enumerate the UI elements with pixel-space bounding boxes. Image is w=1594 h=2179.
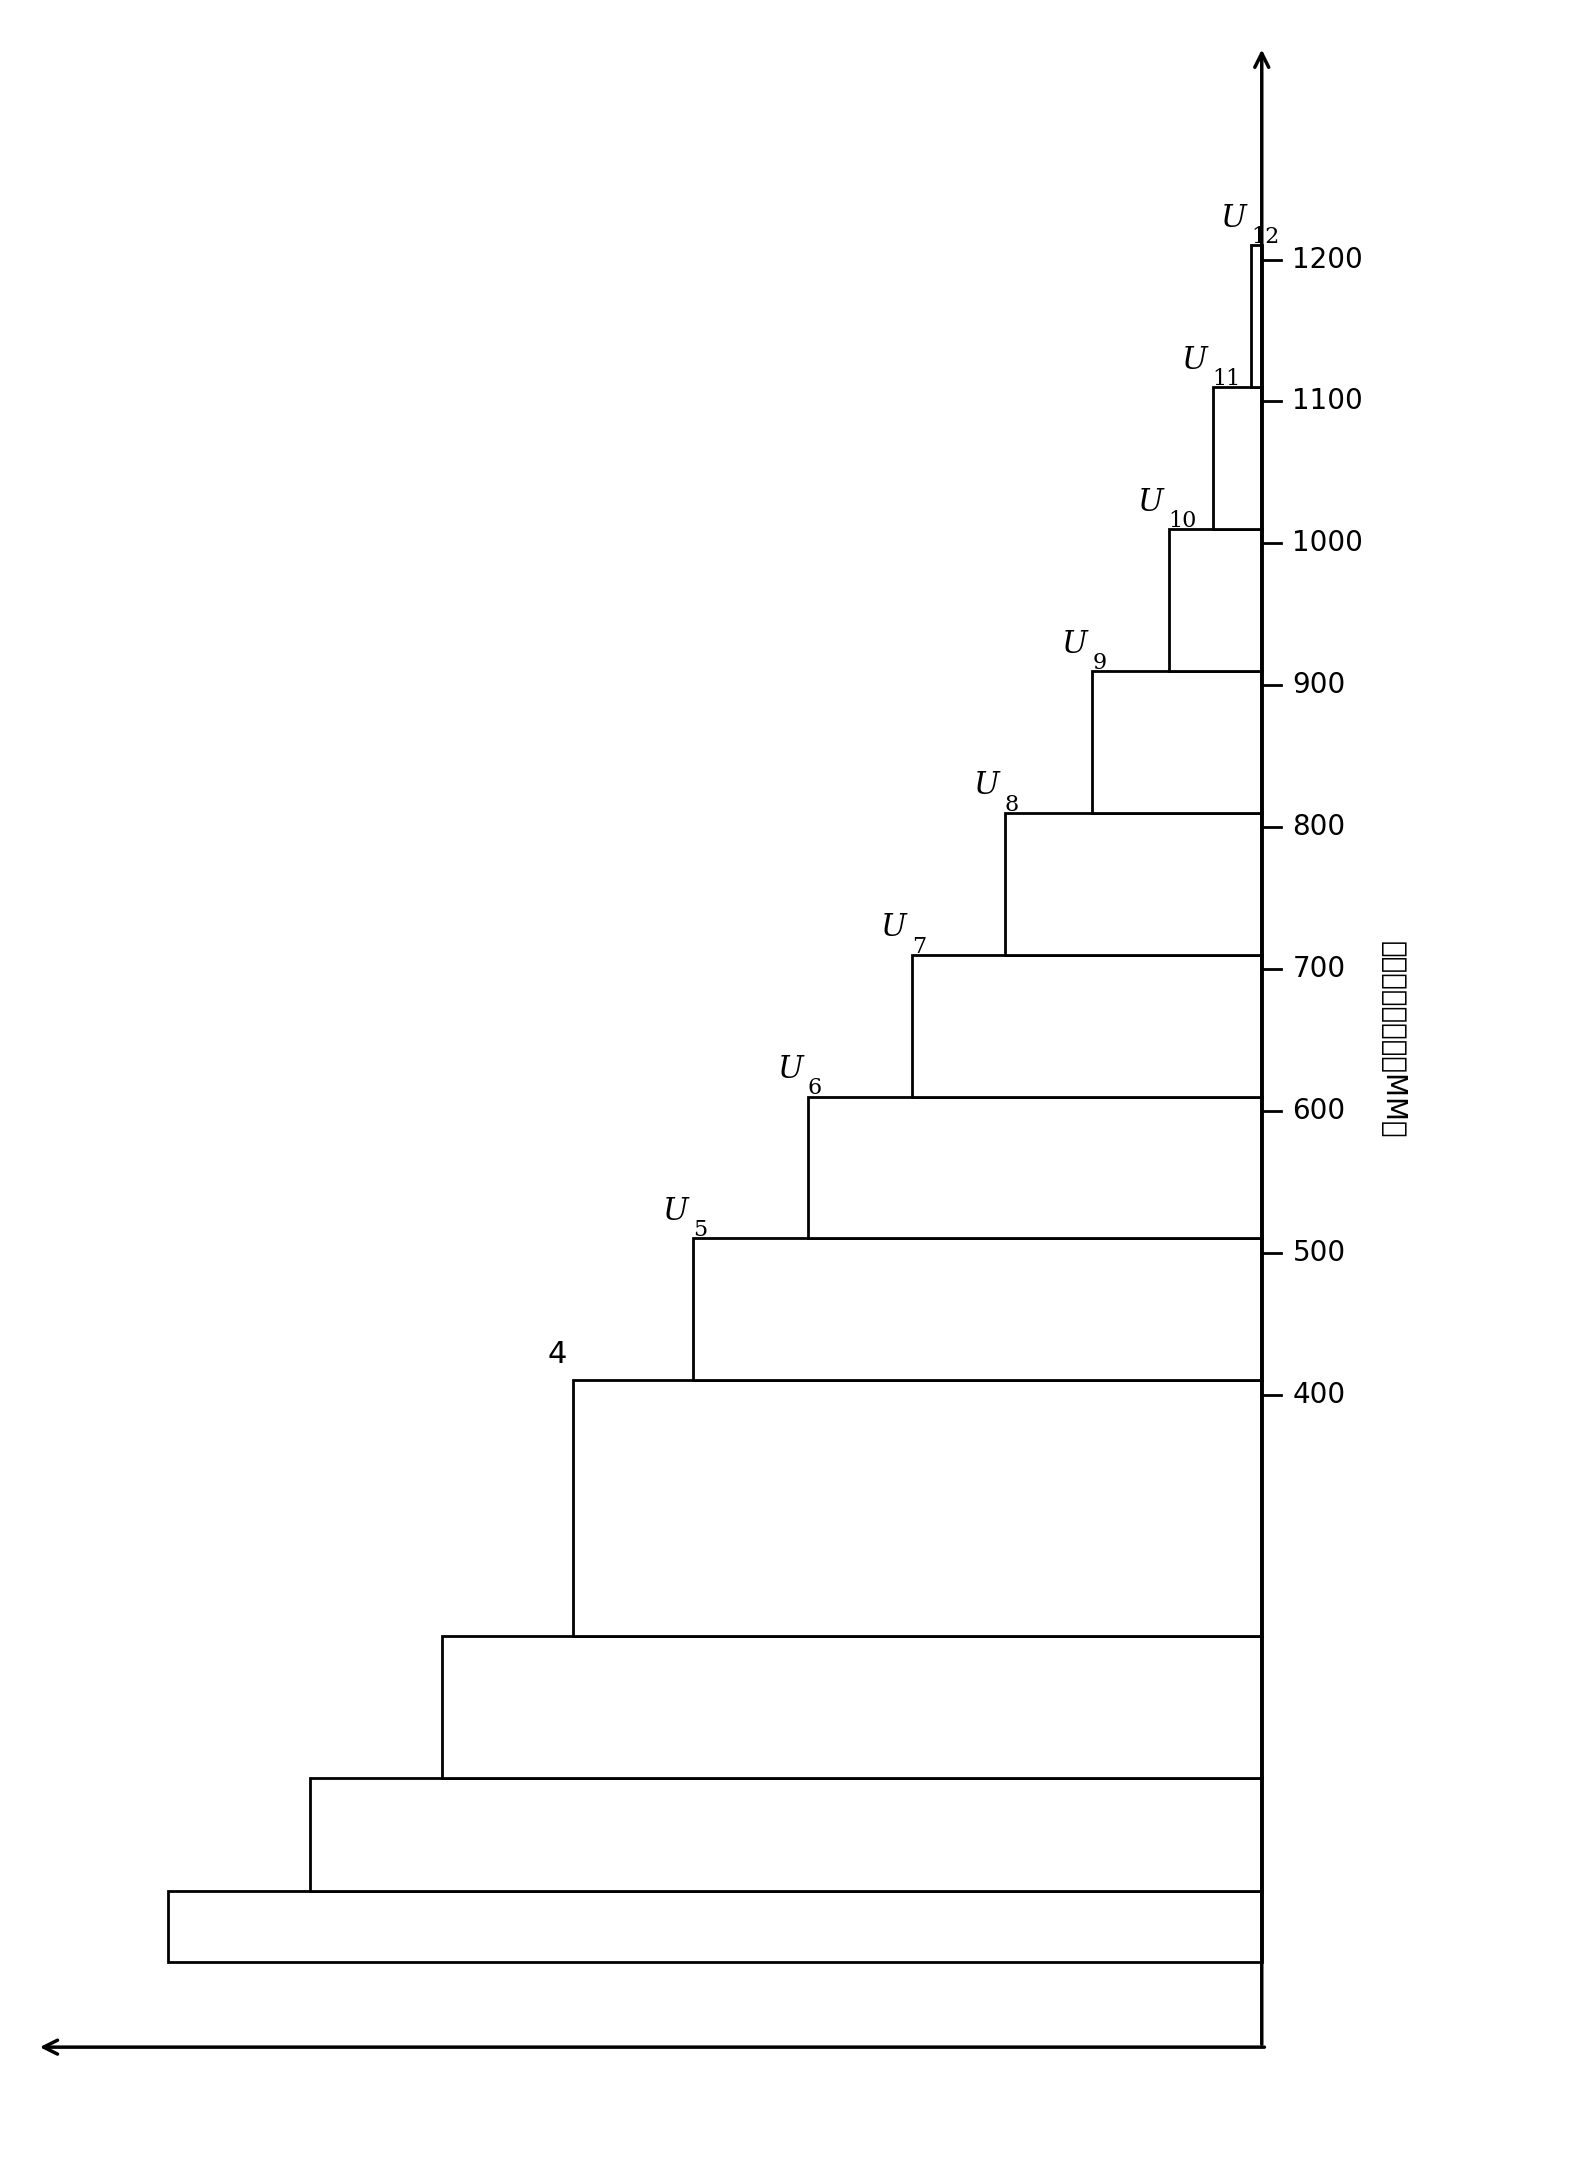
Text: 1100: 1100 xyxy=(1293,388,1363,416)
Bar xyxy=(1213,388,1262,529)
Text: 9: 9 xyxy=(1092,652,1106,673)
Text: 11: 11 xyxy=(1213,368,1240,390)
Text: 800: 800 xyxy=(1293,813,1345,841)
Text: 12: 12 xyxy=(1251,227,1278,248)
Bar xyxy=(311,1778,1262,1891)
Text: U: U xyxy=(880,913,907,944)
Text: 500: 500 xyxy=(1293,1238,1345,1266)
Text: 8: 8 xyxy=(1004,793,1019,815)
Bar xyxy=(572,1379,1262,1636)
Bar xyxy=(1092,671,1262,813)
Text: 4: 4 xyxy=(548,1340,567,1368)
Text: 1000: 1000 xyxy=(1293,529,1363,558)
Bar xyxy=(1168,529,1262,671)
Bar xyxy=(912,954,1262,1096)
Text: 6: 6 xyxy=(808,1076,823,1100)
Bar xyxy=(169,1891,1262,1961)
Text: U: U xyxy=(974,771,999,802)
Text: 5: 5 xyxy=(693,1220,708,1242)
Text: U: U xyxy=(776,1055,802,1085)
Bar xyxy=(442,1636,1262,1778)
Bar xyxy=(1251,246,1262,388)
Text: U: U xyxy=(662,1196,687,1227)
Text: 1200: 1200 xyxy=(1293,246,1363,275)
Bar xyxy=(808,1096,1262,1238)
Text: 10: 10 xyxy=(1168,510,1197,532)
Text: U: U xyxy=(1219,203,1245,233)
Bar xyxy=(693,1238,1262,1379)
Text: U: U xyxy=(1138,486,1164,519)
Text: U: U xyxy=(1062,628,1087,660)
Text: 目标清洁度（单位MM）: 目标清洁度（单位MM） xyxy=(1379,941,1408,1140)
Text: 900: 900 xyxy=(1293,671,1345,699)
Text: 600: 600 xyxy=(1293,1096,1345,1124)
Text: 700: 700 xyxy=(1293,954,1345,983)
Text: 400: 400 xyxy=(1293,1381,1345,1408)
Text: U: U xyxy=(1181,344,1207,375)
Bar xyxy=(1004,813,1262,954)
Text: 7: 7 xyxy=(912,935,926,957)
